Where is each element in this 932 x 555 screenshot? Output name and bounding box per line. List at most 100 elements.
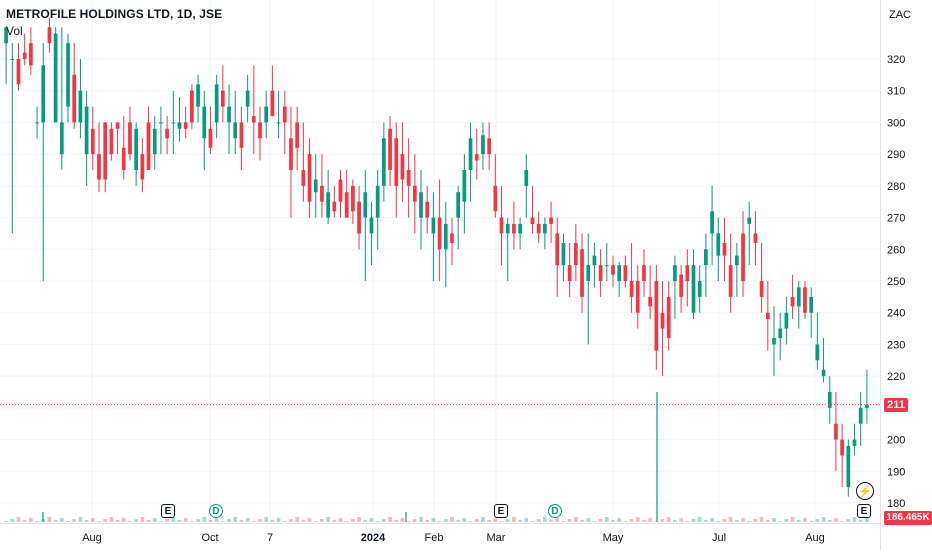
- volume-bar: [357, 517, 361, 522]
- volume-bar: [543, 517, 547, 522]
- candle-body: [666, 296, 671, 339]
- volume-bar: [518, 520, 522, 522]
- volume-bar: [405, 512, 407, 522]
- price-tick-label: 190: [887, 466, 905, 478]
- volume-bar: [214, 518, 219, 522]
- volume-bar: [505, 519, 510, 522]
- candle-body: [604, 265, 609, 267]
- candle-body: [72, 74, 77, 123]
- volume-bar: [656, 392, 658, 522]
- time-tick-label: Feb: [425, 532, 444, 544]
- volume-bar: [635, 517, 640, 522]
- candle-body: [685, 265, 690, 281]
- volume-bar: [852, 517, 857, 522]
- volume-bar: [16, 517, 21, 522]
- volume-bar: [152, 518, 157, 522]
- volume-bar: [827, 520, 832, 522]
- earnings-event-icon[interactable]: E: [494, 504, 508, 518]
- volume-bar: [382, 519, 386, 522]
- candle-body: [784, 312, 789, 329]
- time-tick-label: Jul: [712, 532, 726, 544]
- volume-bar: [673, 520, 677, 522]
- earnings-event-icon[interactable]: E: [161, 504, 175, 518]
- volume-bar: [790, 517, 795, 522]
- symbol-title[interactable]: METROFILE HOLDINGS LTD, 1D, JSE: [6, 7, 223, 21]
- volume-bar: [320, 519, 324, 522]
- earnings-event-icon[interactable]: E: [857, 504, 871, 518]
- candle-body: [803, 287, 807, 313]
- volume-bar: [78, 517, 83, 522]
- volume-bar: [264, 517, 269, 522]
- volume-bar: [208, 520, 213, 522]
- volume-bar: [642, 520, 646, 522]
- volume-bar: [220, 521, 225, 522]
- candle-body: [827, 392, 832, 408]
- candle-body: [518, 223, 522, 234]
- candle-body: [59, 122, 64, 155]
- volume-bar: [97, 521, 101, 522]
- price-axis[interactable]: 1801902002102202302402502602702802903003…: [887, 54, 905, 510]
- candle-body: [97, 154, 101, 180]
- candle-body: [220, 90, 225, 107]
- candle-body: [245, 90, 250, 107]
- volume-label[interactable]: Vol: [6, 24, 23, 38]
- candle-body: [629, 281, 634, 297]
- volume-bar: [177, 520, 182, 522]
- volume-bar: [561, 521, 566, 522]
- volume-bar: [784, 519, 789, 522]
- volume-bar: [53, 520, 58, 522]
- candle-body: [307, 154, 312, 202]
- volume-bar: [512, 517, 516, 522]
- volume-bar: [815, 519, 820, 522]
- volume-bar: [190, 521, 194, 522]
- candle-body: [152, 128, 157, 155]
- candle-body: [691, 265, 696, 313]
- volume-bar: [604, 517, 609, 522]
- candle-body: [846, 445, 851, 488]
- candle-body: [78, 90, 83, 123]
- candle-body: [437, 217, 442, 250]
- volume-bar: [623, 521, 628, 522]
- candle-body: [84, 106, 89, 155]
- candle-body: [611, 265, 615, 275]
- volume-bar: [443, 519, 448, 522]
- time-axis[interactable]: Aug Oct 7 2024 Feb Mar May Jul Aug: [82, 532, 825, 544]
- candle-body: [338, 179, 343, 202]
- candle-body: [190, 90, 194, 123]
- candle-body: [753, 233, 758, 243]
- candle-body: [22, 52, 27, 59]
- candle-body: [543, 223, 547, 234]
- volume-bar: [35, 521, 39, 522]
- volume-bar: [301, 520, 306, 522]
- candle-body: [53, 33, 58, 123]
- candle-body: [834, 423, 838, 440]
- candle-body: [313, 179, 318, 193]
- candle-body: [171, 122, 176, 124]
- candle-body: [561, 242, 566, 266]
- candle-body: [796, 287, 801, 307]
- candle-body: [375, 185, 380, 218]
- volume-bar: [295, 517, 300, 522]
- price-tick-label: 280: [887, 181, 905, 193]
- candle-body: [425, 201, 430, 218]
- candle-body: [344, 192, 349, 218]
- candle-body: [468, 138, 473, 170]
- dividend-event-icon[interactable]: D: [548, 504, 562, 518]
- lightning-icon[interactable]: ⚡: [856, 482, 874, 500]
- volume-bar: [388, 517, 392, 522]
- candle-body: [320, 185, 324, 202]
- candle-body: [697, 281, 702, 297]
- candle-body: [394, 138, 399, 186]
- candle-body: [4, 27, 8, 44]
- candle-body: [586, 265, 591, 281]
- candle-body: [679, 274, 683, 297]
- volume-bar: [375, 521, 380, 522]
- candle-body: [722, 242, 727, 256]
- dividend-event-icon[interactable]: D: [209, 504, 223, 518]
- volume-bar: [728, 517, 733, 522]
- price-tick-label: 310: [887, 86, 905, 98]
- price-tick-label: 240: [887, 308, 905, 320]
- candle-body: [196, 84, 200, 107]
